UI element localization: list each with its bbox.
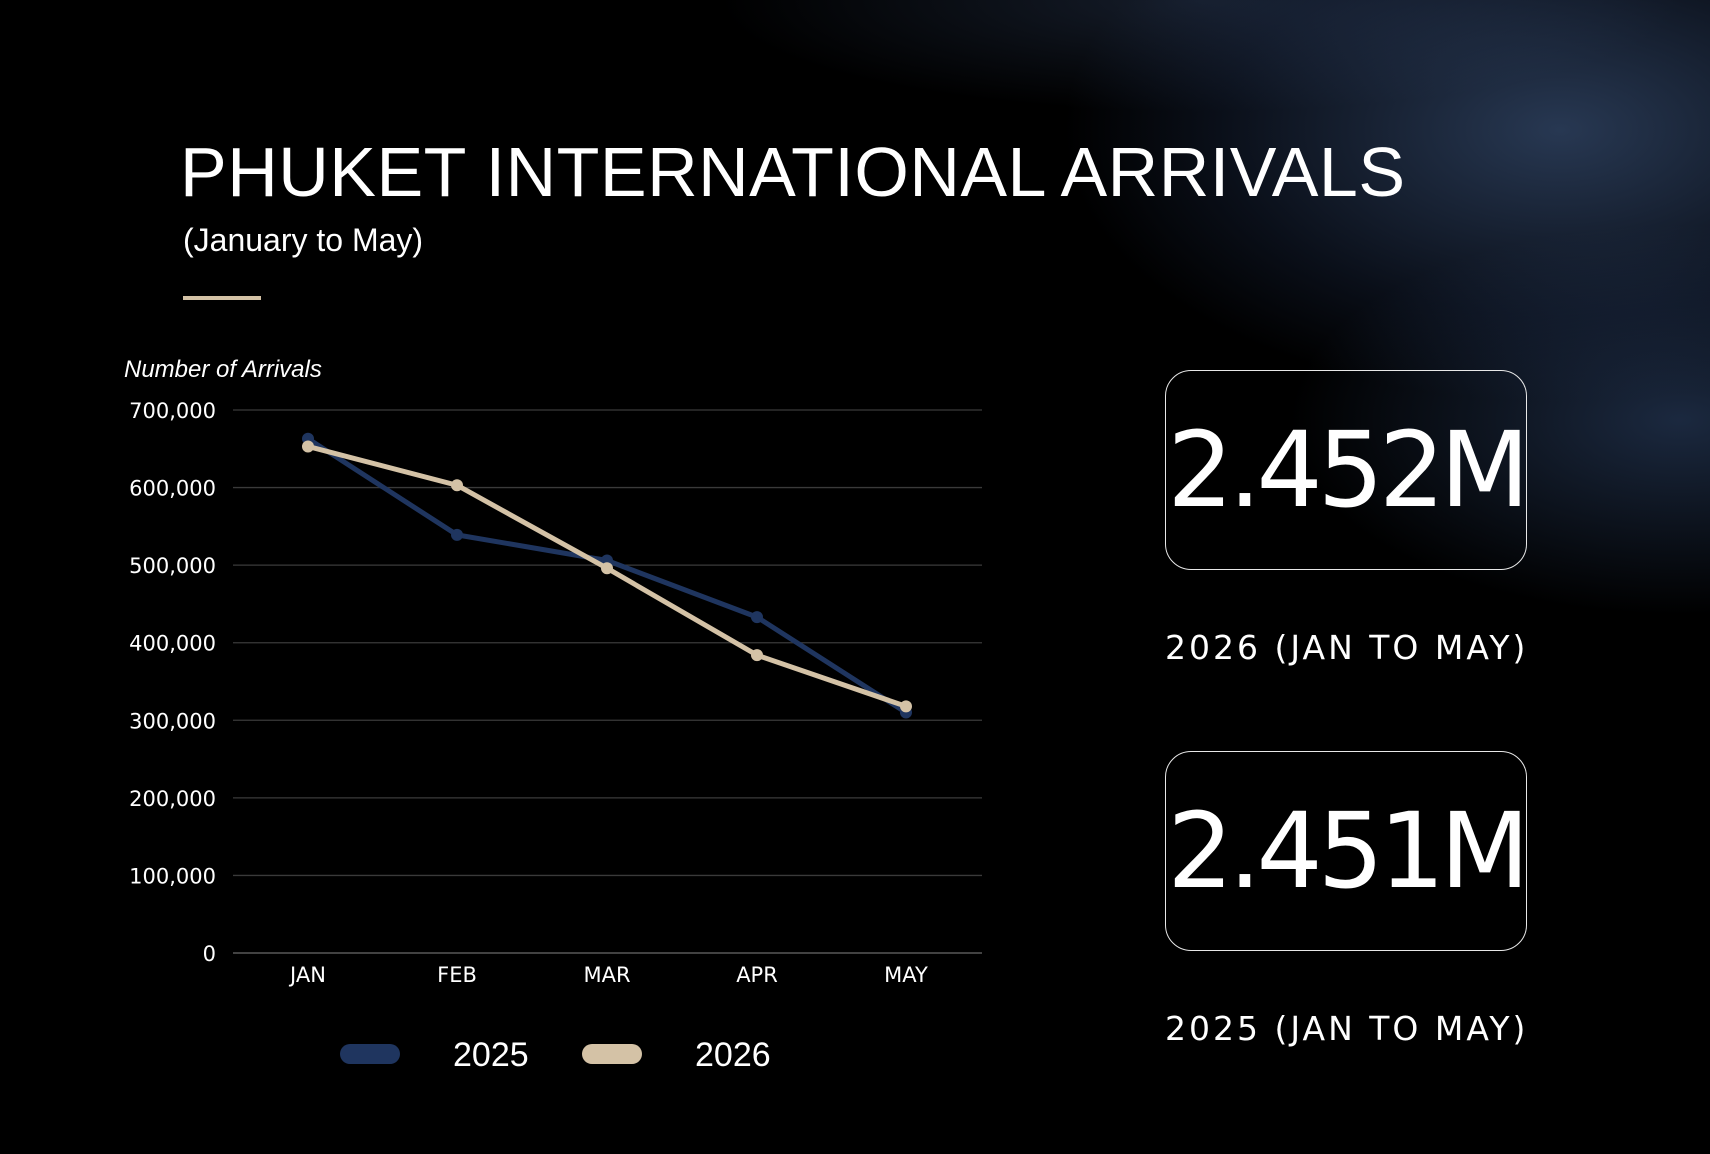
data-point-2026	[302, 440, 314, 453]
x-tick-label: APR	[736, 963, 778, 987]
data-point-2025	[751, 611, 763, 624]
series-lines	[302, 432, 912, 719]
data-point-2025	[451, 528, 463, 541]
legend-label-2025: 2025	[453, 1036, 529, 1074]
stat-value-2025: 2.451M	[1167, 790, 1529, 912]
data-point-2026	[451, 479, 463, 492]
stat-value-2026: 2.452M	[1167, 409, 1529, 531]
y-tick-label: 0	[203, 942, 216, 966]
y-tick-label: 600,000	[129, 477, 216, 501]
stat-caption-2025: 2025 (JAN TO MAY)	[1165, 1009, 1529, 1048]
y-axis-label: Number of Arrivals	[124, 356, 322, 383]
title-accent-divider	[183, 296, 261, 300]
y-tick-label: 400,000	[129, 632, 216, 656]
x-tick-label: MAY	[884, 963, 928, 987]
y-tick-label: 700,000	[129, 399, 216, 423]
data-point-2026	[900, 700, 912, 713]
stat-box-2025: 2.451M	[1165, 751, 1530, 951]
chart-legend: 2025 2026	[340, 1036, 771, 1074]
legend-swatch-2026	[582, 1044, 642, 1064]
y-tick-label: 300,000	[129, 709, 216, 733]
grid-lines	[233, 409, 982, 954]
page-subtitle: (January to May)	[183, 222, 424, 258]
y-tick-label: 200,000	[129, 787, 216, 811]
x-tick-label: FEB	[437, 963, 477, 987]
legend-label-2026: 2026	[695, 1036, 771, 1074]
stat-box-2026: 2.452M	[1165, 370, 1530, 570]
page-title: PHUKET INTERNATIONAL ARRIVALS	[180, 133, 1406, 211]
series-line-2026	[305, 443, 909, 709]
data-point-2026	[601, 562, 613, 575]
stat-caption-2026: 2026 (JAN TO MAY)	[1165, 628, 1529, 667]
x-axis-ticks: JAN FEB MAR APR MAY	[288, 963, 928, 987]
y-axis-ticks: 0 100,000 200,000 300,000 400,000 500,000 600,…	[129, 399, 216, 966]
x-tick-label: MAR	[583, 963, 630, 987]
x-tick-label: JAN	[288, 963, 326, 987]
data-point-2026	[751, 649, 763, 662]
y-tick-label: 100,000	[129, 864, 216, 888]
series-line-2025	[305, 436, 909, 716]
legend-swatch-2025	[340, 1044, 400, 1064]
y-tick-label: 500,000	[129, 554, 216, 578]
